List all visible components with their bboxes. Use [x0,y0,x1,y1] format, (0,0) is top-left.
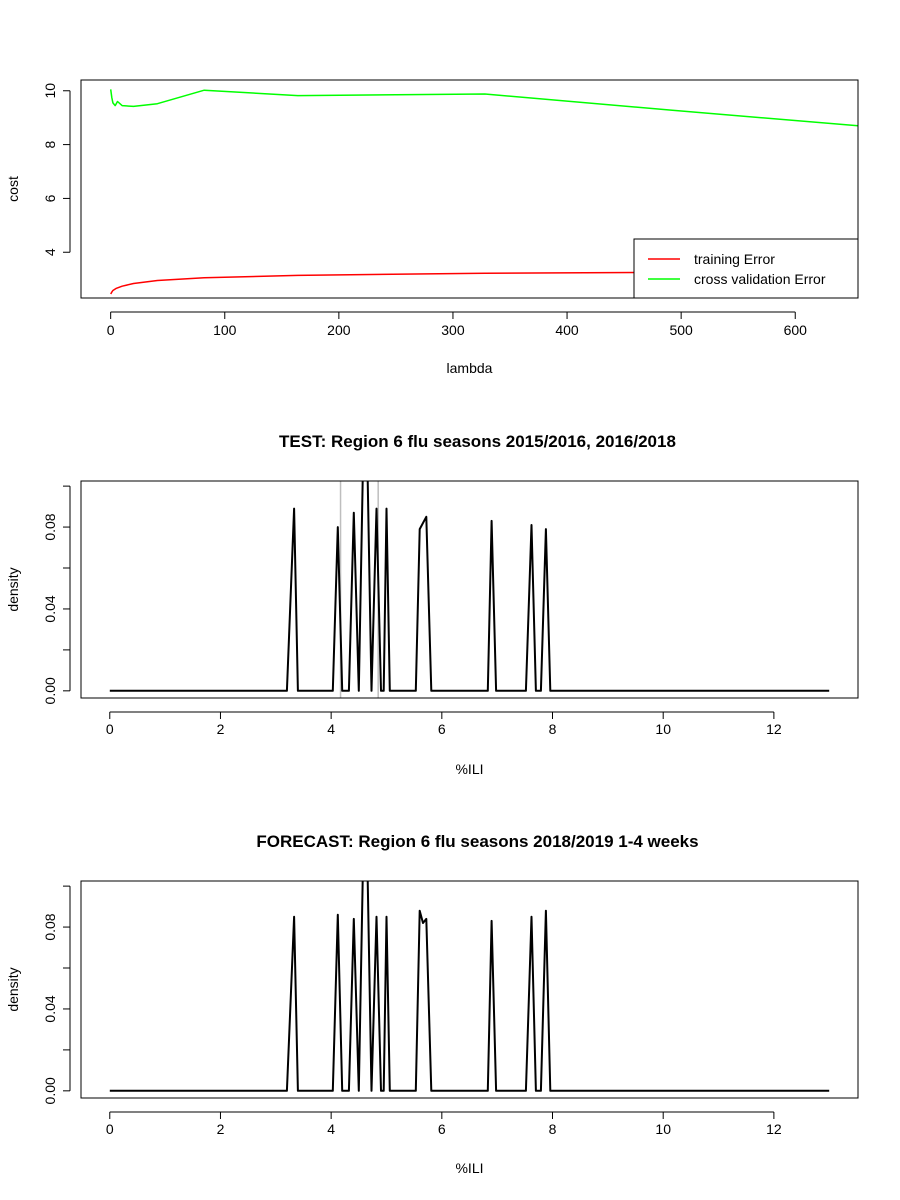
series-line-1 [109,881,830,1092]
x-tick-label: 0 [106,1121,114,1137]
y-tick-label: 0.04 [42,595,58,622]
x-tick-label: 4 [327,1121,335,1137]
x-axis: 0 2 4 6 8 10 12 %ILI [106,711,782,777]
x-tick-label: 400 [555,322,579,338]
y-axis-label: density [5,967,21,1011]
chart-title: FORECAST: Region 6 flu seasons 2018/2019… [256,832,698,851]
y-tick-label: 10 [42,83,58,99]
x-tick-label: 500 [669,322,693,338]
series-line-1 [109,481,830,692]
chart-panel-3: FORECAST: Region 6 flu seasons 2018/2019… [5,832,859,1176]
x-tick-label: 300 [441,322,465,338]
y-axis-label: cost [5,176,21,202]
y-tick-label: 0.08 [42,913,58,940]
y-tick-label: 4 [42,248,58,256]
x-axis-label: %ILI [455,1160,483,1176]
y-tick-label: 8 [42,140,58,148]
x-tick-label: 2 [217,1121,225,1137]
x-tick-label: 10 [655,1121,671,1137]
legend-box [633,238,859,299]
y-axis-label: density [5,567,21,611]
x-tick-label: 6 [438,1121,446,1137]
series-line-1 [110,271,858,295]
x-axis-label: lambda [447,360,493,376]
x-tick-label: 200 [327,322,351,338]
y-tick-label: 0.00 [42,677,58,704]
chart-title: TEST: Region 6 flu seasons 2015/2016, 20… [279,432,676,451]
x-axis: 0 2 4 6 8 10 12 %ILI [106,1111,782,1176]
y-tick-label: 6 [42,194,58,202]
legend-entry: training Error [694,251,775,267]
plot-frame [80,79,859,299]
x-tick-label: 100 [213,322,237,338]
x-tick-label: 4 [327,721,335,737]
legend: training Error cross validation Error [633,238,859,299]
x-tick-label: 12 [766,721,782,737]
x-tick-label: 0 [107,322,115,338]
series-line-2 [109,89,858,127]
chart-panel-2: TEST: Region 6 flu seasons 2015/2016, 20… [5,432,859,777]
x-tick-label: 6 [438,721,446,737]
chart-panel-1: 0 100 200 300 400 500 600 lambda 4 6 8 10 cost traini… [5,79,859,376]
y-tick-label: 0.00 [42,1077,58,1104]
x-tick-label: 12 [766,1121,782,1137]
x-tick-label: 2 [217,721,225,737]
y-tick-label: 0.04 [42,995,58,1022]
y-axis: 4 6 8 10 cost [5,83,71,256]
x-tick-label: 0 [106,721,114,737]
x-tick-label: 10 [655,721,671,737]
x-tick-label: 600 [784,322,808,338]
y-axis: 0.00 0.04 0.08 density [5,485,71,704]
x-axis-label: %ILI [455,761,483,777]
plot-frame [80,880,859,1099]
legend-entry: cross validation Error [694,271,826,287]
plot-frame [80,480,859,699]
y-axis: 0.00 0.04 0.08 density [5,885,71,1104]
x-tick-label: 8 [549,721,557,737]
x-tick-label: 8 [549,1121,557,1137]
x-axis: 0 100 200 300 400 500 600 lambda [107,311,808,376]
y-tick-label: 0.08 [42,513,58,540]
